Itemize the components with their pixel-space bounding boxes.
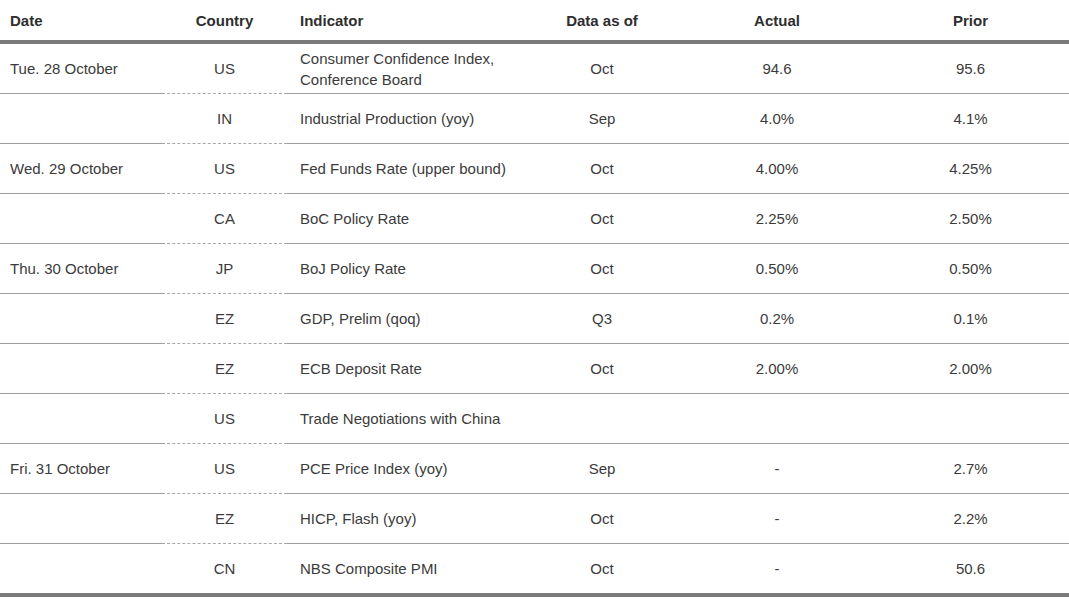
- indicator-cell: BoC Policy Rate: [287, 194, 522, 244]
- table-row: EZ HICP, Flash (yoy) Oct - 2.2%: [0, 494, 1069, 544]
- date-cell: [0, 94, 162, 144]
- actual-cell: 0.50%: [682, 244, 872, 294]
- column-header-indicator: Indicator: [287, 0, 522, 42]
- prior-cell: 2.7%: [872, 444, 1069, 494]
- table-row: Thu. 30 October JP BoJ Policy Rate Oct 0…: [0, 244, 1069, 294]
- column-header-date: Date: [0, 0, 162, 42]
- indicator-cell: BoJ Policy Rate: [287, 244, 522, 294]
- date-cell: [0, 344, 162, 394]
- data-as-of-cell: Oct: [522, 244, 682, 294]
- data-as-of-cell: Oct: [522, 194, 682, 244]
- indicator-cell: Fed Funds Rate (upper bound): [287, 144, 522, 194]
- date-cell: [0, 294, 162, 344]
- data-as-of-cell: Oct: [522, 42, 682, 94]
- actual-cell: 4.0%: [682, 94, 872, 144]
- actual-cell: 0.2%: [682, 294, 872, 344]
- table-row: Tue. 28 October US Consumer Confidence I…: [0, 42, 1069, 94]
- date-cell: [0, 544, 162, 596]
- actual-cell: -: [682, 494, 872, 544]
- actual-cell: -: [682, 444, 872, 494]
- data-as-of-cell: Oct: [522, 144, 682, 194]
- indicator-cell: Industrial Production (yoy): [287, 94, 522, 144]
- country-cell: JP: [162, 244, 287, 294]
- actual-cell: 4.00%: [682, 144, 872, 194]
- country-cell: US: [162, 144, 287, 194]
- data-as-of-cell: Sep: [522, 94, 682, 144]
- column-header-country: Country: [162, 0, 287, 42]
- table-row: CA BoC Policy Rate Oct 2.25% 2.50%: [0, 194, 1069, 244]
- country-cell: CN: [162, 544, 287, 596]
- indicator-cell: GDP, Prelim (qoq): [287, 294, 522, 344]
- prior-cell: [872, 394, 1069, 444]
- country-cell: EZ: [162, 344, 287, 394]
- prior-cell: 2.50%: [872, 194, 1069, 244]
- country-cell: CA: [162, 194, 287, 244]
- data-as-of-cell: Oct: [522, 544, 682, 596]
- table-row: CN NBS Composite PMI Oct - 50.6: [0, 544, 1069, 596]
- table-row: Wed. 29 October US Fed Funds Rate (upper…: [0, 144, 1069, 194]
- date-cell: Fri. 31 October: [0, 444, 162, 494]
- table-body: Tue. 28 October US Consumer Confidence I…: [0, 42, 1069, 595]
- indicator-cell: Consumer Confidence Index, Conference Bo…: [287, 42, 522, 94]
- prior-cell: 0.50%: [872, 244, 1069, 294]
- table-row: IN Industrial Production (yoy) Sep 4.0% …: [0, 94, 1069, 144]
- prior-cell: 0.1%: [872, 294, 1069, 344]
- prior-cell: 2.00%: [872, 344, 1069, 394]
- table-row: EZ GDP, Prelim (qoq) Q3 0.2% 0.1%: [0, 294, 1069, 344]
- country-cell: IN: [162, 94, 287, 144]
- column-header-actual: Actual: [682, 0, 872, 42]
- date-cell: Thu. 30 October: [0, 244, 162, 294]
- date-cell: [0, 394, 162, 444]
- date-cell: [0, 194, 162, 244]
- indicator-cell: PCE Price Index (yoy): [287, 444, 522, 494]
- table-header: Date Country Indicator Data as of Actual…: [0, 0, 1069, 42]
- prior-cell: 4.1%: [872, 94, 1069, 144]
- column-header-data-as-of: Data as of: [522, 0, 682, 42]
- country-cell: US: [162, 394, 287, 444]
- data-as-of-cell: Oct: [522, 344, 682, 394]
- prior-cell: 4.25%: [872, 144, 1069, 194]
- actual-cell: [682, 394, 872, 444]
- economic-calendar-table: Date Country Indicator Data as of Actual…: [0, 0, 1069, 597]
- table-row: US Trade Negotiations with China: [0, 394, 1069, 444]
- data-as-of-cell: Sep: [522, 444, 682, 494]
- table-row: EZ ECB Deposit Rate Oct 2.00% 2.00%: [0, 344, 1069, 394]
- indicator-cell: NBS Composite PMI: [287, 544, 522, 596]
- data-as-of-cell: Q3: [522, 294, 682, 344]
- date-cell: [0, 494, 162, 544]
- header-row: Date Country Indicator Data as of Actual…: [0, 0, 1069, 42]
- indicator-cell: Trade Negotiations with China: [287, 394, 522, 444]
- indicator-cell: ECB Deposit Rate: [287, 344, 522, 394]
- table-row: Fri. 31 October US PCE Price Index (yoy)…: [0, 444, 1069, 494]
- actual-cell: -: [682, 544, 872, 596]
- actual-cell: 2.00%: [682, 344, 872, 394]
- prior-cell: 50.6: [872, 544, 1069, 596]
- date-cell: Tue. 28 October: [0, 42, 162, 94]
- prior-cell: 2.2%: [872, 494, 1069, 544]
- country-cell: EZ: [162, 294, 287, 344]
- column-header-prior: Prior: [872, 0, 1069, 42]
- country-cell: US: [162, 444, 287, 494]
- country-cell: US: [162, 42, 287, 94]
- data-as-of-cell: Oct: [522, 494, 682, 544]
- date-cell: Wed. 29 October: [0, 144, 162, 194]
- indicator-cell: HICP, Flash (yoy): [287, 494, 522, 544]
- prior-cell: 95.6: [872, 42, 1069, 94]
- data-as-of-cell: [522, 394, 682, 444]
- actual-cell: 94.6: [682, 42, 872, 94]
- country-cell: EZ: [162, 494, 287, 544]
- actual-cell: 2.25%: [682, 194, 872, 244]
